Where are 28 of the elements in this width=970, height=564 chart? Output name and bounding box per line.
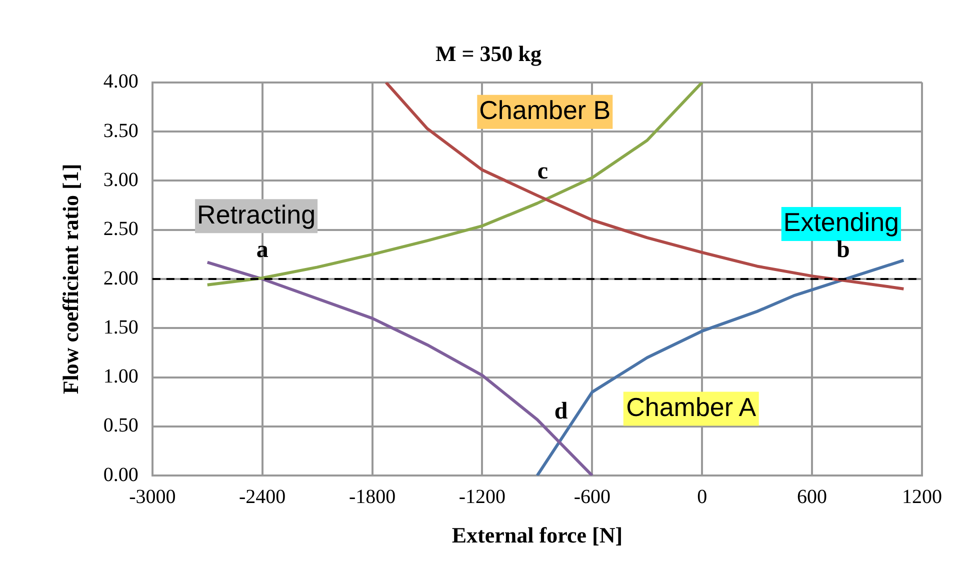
annotation: Chamber A: [626, 392, 757, 422]
y-tick-label: 2.50: [103, 218, 138, 240]
y-tick-label: 0.00: [103, 464, 138, 486]
y-tick-label: 1.50: [103, 316, 138, 338]
annotation: d: [554, 398, 568, 424]
y-tick-label: 1.00: [103, 366, 138, 388]
x-tick-label: 1200: [902, 486, 942, 508]
x-tick-label: -3000: [129, 486, 176, 508]
annotation: b: [836, 237, 850, 264]
y-tick-label: 4.00: [103, 70, 138, 93]
x-tick-label: 600: [797, 486, 828, 508]
annotation: Retracting: [197, 199, 316, 230]
annotation: c: [537, 158, 548, 185]
y-tick-label: 3.00: [103, 168, 138, 191]
y-tick-label: 3.50: [103, 120, 138, 142]
x-tick-label: -2400: [239, 486, 286, 508]
x-tick-label: 0: [697, 486, 708, 508]
y-tick-label: 0.50: [103, 414, 138, 437]
annotation: Chamber B: [479, 95, 611, 126]
x-tick-label: -1200: [458, 486, 506, 508]
y-tick-label: 2.00: [103, 267, 138, 290]
annotation: a: [256, 237, 268, 264]
y-axis-title: Flow coefficient ratio [1]: [58, 164, 83, 394]
x-tick-label: -1800: [348, 486, 396, 508]
chart-title: M = 350 kg: [435, 40, 542, 66]
x-axis-title: External force [N]: [452, 522, 623, 548]
annotation: Extending: [783, 207, 900, 238]
x-tick-label: -600: [574, 486, 611, 508]
